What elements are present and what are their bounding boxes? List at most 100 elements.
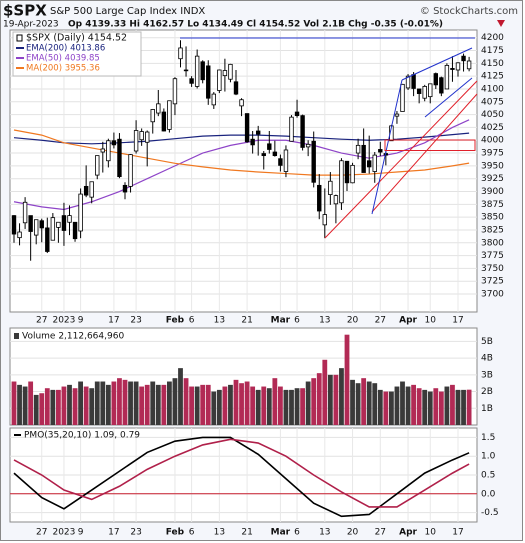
y-tick-label: 4175	[481, 46, 504, 56]
candle-body	[72, 221, 78, 240]
legend-label: $SPX (Daily) 4154.52	[26, 33, 127, 44]
candle-body	[111, 140, 117, 146]
volume-bar	[278, 386, 283, 425]
copyright: © StockCharts.com	[420, 6, 518, 17]
volume-bar	[161, 384, 167, 425]
y-tick-label: 3950	[481, 161, 504, 171]
y-tick-label: 1B	[481, 404, 493, 414]
x-tick-label: Mar	[271, 528, 291, 538]
volume-bar	[11, 381, 17, 425]
annotations	[180, 37, 478, 239]
candle-body	[156, 103, 161, 114]
x-tick-label: 9	[78, 316, 84, 326]
volume-bar	[311, 378, 317, 425]
candle-body	[67, 215, 72, 223]
down-arrow	[497, 20, 505, 27]
volume-bar	[50, 389, 56, 425]
candle-body	[89, 181, 94, 198]
y-tick-label: 3975	[481, 149, 504, 159]
volume-bar	[155, 384, 161, 425]
x-tick-label: 9	[78, 528, 84, 538]
candle-body	[244, 113, 250, 143]
volume-bar	[394, 386, 400, 425]
volume-bar	[322, 359, 328, 425]
volume-bar	[61, 386, 67, 425]
x-tick-label: 27	[375, 528, 386, 538]
x-tick-label: Apr	[399, 316, 417, 326]
volume-bar	[122, 379, 128, 425]
volume-bar	[239, 383, 244, 425]
candle-body	[400, 83, 405, 112]
y-tick-label: 4150	[481, 59, 504, 69]
candle-body	[272, 151, 278, 157]
y-tick-label: 4B	[481, 354, 493, 364]
volume-bar	[261, 386, 267, 425]
x-tick-label: 2023	[52, 316, 75, 326]
candle-body	[17, 231, 22, 239]
legend-label: Volume 2,112,664,960	[22, 332, 124, 342]
volume-bar	[405, 386, 411, 425]
volume-bar	[178, 368, 183, 425]
candle-body	[416, 88, 422, 94]
candle-body	[78, 193, 83, 232]
volume-bar	[372, 383, 378, 425]
x-tick-label: 13	[319, 528, 330, 538]
volume-bar	[411, 384, 416, 425]
candle-body	[355, 144, 361, 154]
y-tick-label: 3800	[481, 238, 504, 248]
line-series	[13, 129, 470, 176]
candle-body	[200, 61, 205, 81]
volume-bar	[466, 389, 472, 425]
x-tick-label: 17	[452, 528, 463, 538]
x-tick-label: 20	[347, 528, 359, 538]
volume-bar	[233, 379, 239, 425]
line-series	[13, 119, 470, 211]
y-tick-label: 4100	[481, 84, 504, 94]
y-tick-label: 4075	[481, 97, 504, 107]
candle-body	[161, 111, 167, 132]
volume-bar	[133, 381, 139, 425]
candle-body	[172, 78, 178, 105]
candle-body	[28, 215, 33, 232]
volume-bar	[150, 381, 156, 425]
volume-bar	[255, 389, 261, 425]
candle-body	[350, 164, 355, 184]
candle-body	[45, 227, 50, 252]
candle-body	[206, 65, 211, 99]
trendline	[424, 77, 473, 118]
volume-bar	[400, 381, 405, 425]
candle-body	[211, 93, 216, 106]
candle-body	[122, 184, 128, 193]
x-tick-label: 27	[36, 528, 47, 538]
volume-bar	[172, 378, 178, 425]
quote: Op 4139.33 Hi 4162.57 Lo 4134.49 Cl 4154…	[68, 20, 443, 30]
volume-bar	[355, 383, 361, 425]
volume-bar	[344, 334, 350, 425]
candle-body	[167, 100, 172, 130]
candle-body	[217, 69, 222, 91]
candle-body	[422, 86, 427, 99]
candle-body	[333, 195, 339, 205]
volume-bar	[83, 386, 89, 425]
volume-bar	[294, 388, 300, 425]
symbol: $SPX	[3, 2, 47, 20]
x-tick-label: Mar	[271, 316, 291, 326]
candle-body	[311, 140, 316, 183]
candle-body	[328, 180, 333, 195]
candle-body	[194, 55, 200, 87]
candle-body	[305, 143, 311, 148]
x-tick-label: 10	[425, 528, 437, 538]
candle-body	[239, 99, 244, 107]
legend-swatch	[14, 333, 19, 339]
y-tick-label: 4050	[481, 110, 504, 120]
candle-body	[95, 155, 100, 176]
y-tick-label: 3B	[481, 370, 493, 380]
candle-body	[455, 62, 461, 71]
volume-bar	[300, 388, 305, 425]
volume-bar	[444, 386, 450, 425]
volume-bar	[33, 394, 39, 425]
marks: 3700 3725 3750 3775 3800 3825 3850 3875 3900 3925…	[10, 30, 504, 538]
volume-bar	[339, 368, 344, 425]
candle-body	[100, 148, 105, 153]
